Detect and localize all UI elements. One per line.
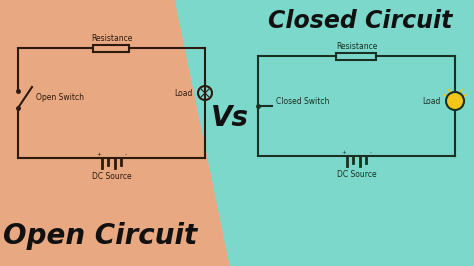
Text: Load: Load	[423, 97, 441, 106]
Text: Open Switch: Open Switch	[36, 94, 84, 102]
Text: DC Source: DC Source	[91, 172, 131, 181]
Text: Closed Switch: Closed Switch	[276, 97, 329, 106]
Text: -: -	[125, 152, 127, 157]
Text: Resistance: Resistance	[91, 34, 132, 43]
Text: Vs: Vs	[211, 104, 249, 132]
Circle shape	[446, 92, 464, 110]
Text: +: +	[96, 152, 101, 157]
Text: +: +	[341, 150, 346, 155]
Text: Resistance: Resistance	[336, 42, 377, 51]
Text: Load: Load	[174, 89, 193, 98]
Text: Open Circuit: Open Circuit	[3, 222, 197, 250]
Polygon shape	[175, 0, 474, 266]
Bar	[337, 53, 376, 60]
Bar	[93, 45, 129, 52]
Text: -: -	[370, 150, 372, 155]
Text: DC Source: DC Source	[337, 170, 376, 179]
Text: Closed Circuit: Closed Circuit	[268, 9, 452, 33]
